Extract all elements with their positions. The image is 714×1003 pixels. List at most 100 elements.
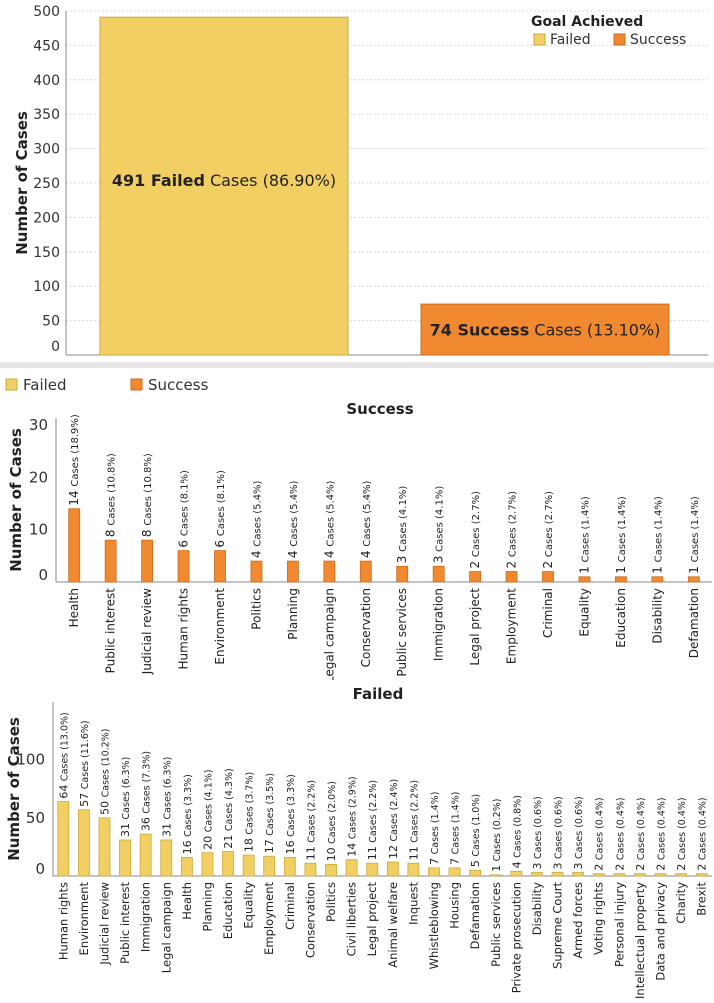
success-bar (359, 560, 372, 583)
failed-data-label: 16 Cases (3.3%) (181, 774, 194, 854)
success-data-label: 1 Cases (1.4%) (650, 496, 664, 574)
failed-data-label: 18 Cases (3.7%) (243, 772, 256, 852)
success-bar (323, 560, 336, 583)
y-tick-label: 450 (33, 38, 60, 54)
failed-data-label: 3 Cases (0.6%) (552, 796, 565, 869)
failed-bar (654, 873, 667, 877)
success-bar (214, 550, 226, 583)
success-bar (396, 565, 409, 583)
y-tick-label: 10 (29, 521, 48, 539)
failed-category-label: Immigration (139, 882, 153, 952)
failed-category-label: Housing (448, 882, 462, 929)
success-bar (68, 508, 81, 583)
success-bar (141, 539, 154, 583)
success-category-label: Education (614, 588, 628, 648)
success-data-label: 3 Cases (4.1%) (395, 486, 409, 564)
failed-category-label: Employment (262, 882, 276, 955)
y-axis-title: Number of Cases (13, 111, 31, 255)
failed-bar (551, 872, 564, 877)
failed-category-label: Brexit (695, 882, 709, 916)
failed-bar (345, 859, 358, 877)
failed-data-label: 1 Cases (0.2%) (490, 799, 503, 872)
failed-bar (160, 839, 173, 877)
success-bar (578, 576, 591, 583)
success-data-label: 2 Cases (2.7%) (541, 491, 555, 569)
failed-category-label: Personal injury (612, 882, 626, 967)
failed-data-label: 12 Cases (2.4%) (387, 779, 400, 859)
legend-success-label: Success (630, 32, 686, 48)
failed-category-label: Animal welfare (386, 882, 400, 968)
y-tick-label: 30 (29, 416, 48, 434)
failed-bar (98, 817, 111, 877)
failed-data-label: 4 Cases (0.8%) (510, 795, 523, 868)
failed-category-label: Human rights (56, 882, 70, 960)
success-data-label: 1 Cases (1.4%) (577, 496, 591, 574)
failed-bar (695, 873, 708, 877)
success-bar (420, 303, 670, 356)
failed-category-label: Planning (200, 882, 214, 932)
failed-category-label: Civil liberties (345, 882, 359, 956)
failed-bar-label: 491 Failed Cases (86.90%) (112, 171, 336, 190)
failed-data-label: 2 Cases (0.4%) (655, 797, 668, 870)
success-category-label: Planning (286, 588, 300, 640)
failed-data-label: 3 Cases (0.6%) (572, 796, 585, 869)
failed-bar (489, 874, 502, 877)
failed-bar (675, 873, 688, 877)
failed-bar (283, 856, 296, 877)
y-tick-label: 50 (42, 314, 60, 330)
success-bar (614, 576, 627, 583)
legend-success-swatch (613, 33, 626, 46)
y-tick-label: 300 (33, 142, 60, 158)
failed-bar (304, 862, 317, 877)
success-category-label: Legal project (468, 588, 482, 666)
failed-data-label: 64 Cases (13.0%) (57, 712, 70, 798)
success-bar (542, 571, 554, 583)
failed-bar (263, 855, 276, 877)
failed-category-label: Private prosecution (509, 882, 523, 993)
failed-data-label: 7 Cases (1.4%) (449, 792, 462, 865)
failed-data-label: 2 Cases (0.4%) (675, 797, 688, 870)
y-tick-label: 100 (33, 279, 60, 295)
failed-data-label: 21 Cases (4.3%) (222, 768, 235, 848)
y-tick-label: 0 (35, 860, 45, 878)
failed-data-label: 31 Cases (6.3%) (119, 757, 132, 837)
success-bar-label: 74 Success Cases (13.10%) (430, 321, 661, 340)
failed-category-label: Charity (674, 882, 688, 924)
success-data-label: 4 Cases (5.4%) (286, 480, 300, 558)
success-data-label: 1 Cases (1.4%) (687, 496, 701, 574)
success-bar (104, 539, 117, 583)
success-bar (651, 576, 664, 583)
failed-category-label: Data and privacy (654, 882, 668, 981)
failed-bar (469, 869, 482, 877)
y-tick-label: 150 (33, 245, 60, 261)
success-category-label: Criminal (541, 588, 555, 638)
y-tick-label: 350 (33, 107, 60, 123)
y-tick-label: 20 (29, 468, 48, 486)
success-data-label: 2 Cases (2.7%) (505, 491, 519, 569)
success-data-label: 4 Cases (5.4%) (359, 480, 373, 558)
failed-category-label: Disability (530, 882, 544, 935)
success-category-label: Employment (505, 588, 519, 664)
failed-bar (531, 872, 543, 877)
success-data-label: 4 Cases (5.4%) (322, 480, 336, 558)
success-bar (687, 576, 700, 583)
success-category-label: Equality (577, 588, 591, 637)
success-data-label: 2 Cases (2.7%) (468, 491, 482, 569)
failed-data-label: 11 Cases (2.2%) (366, 780, 379, 860)
failed-category-label: Education (221, 882, 235, 939)
legend-success-label: Success (148, 376, 209, 394)
failed-category-label: Supreme Court (551, 882, 565, 969)
failed-data-label: 16 Cases (3.3%) (284, 774, 297, 854)
failed-data-label: 20 Cases (4.1%) (201, 769, 214, 849)
success-category-label: Health (67, 588, 81, 627)
success-category-label: Defamation (687, 588, 701, 658)
success-category-label: Human rights (177, 588, 191, 670)
legend-failed-label: Failed (23, 376, 67, 394)
failed-category-label: Armed forces (571, 882, 585, 959)
y-tick-label: 0 (38, 566, 48, 584)
failed-bar (77, 809, 90, 877)
failed-data-label: 2 Cases (0.4%) (613, 797, 626, 870)
success-category-label: Conservation (359, 588, 373, 667)
y-axis-title: Number of Cases (7, 428, 25, 572)
